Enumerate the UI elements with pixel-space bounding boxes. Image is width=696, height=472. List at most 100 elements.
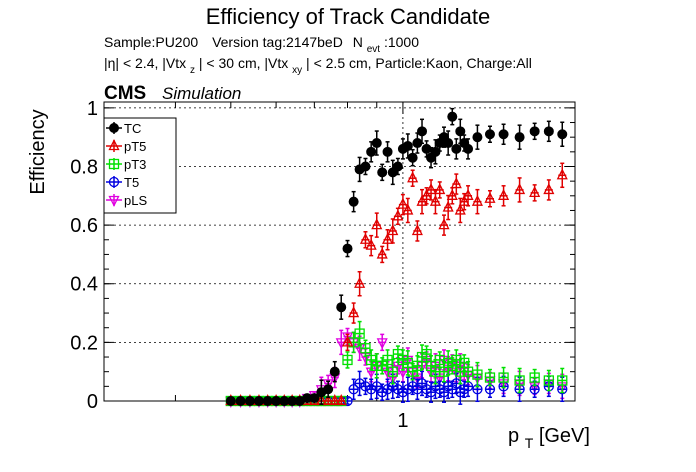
data-point-pt3	[557, 375, 568, 386]
data-point-pt5	[335, 394, 347, 406]
legend-marker-tc	[109, 123, 119, 133]
data-point-tc	[244, 396, 255, 406]
cms-label: CMS	[104, 83, 146, 104]
data-point-pt3	[377, 360, 388, 371]
data-point-tc	[472, 132, 483, 143]
version-text: Version tag:2147beD	[212, 34, 343, 50]
data-point-tc	[514, 132, 525, 143]
chart-title: Efficiency of Track Candidate	[206, 4, 491, 29]
data-series	[225, 107, 568, 408]
data-point-tc	[392, 161, 403, 172]
data-point-t5	[377, 387, 388, 398]
vtx-z-subscript: z	[190, 65, 195, 76]
data-point-tc	[382, 146, 393, 157]
data-point-pt3	[484, 372, 496, 383]
x-axis-title: p T [GeV]	[508, 425, 590, 453]
nevt-prefix: N	[353, 34, 363, 50]
data-point-pt3	[529, 372, 540, 383]
data-point-pt5	[434, 182, 446, 195]
data-point-pt5	[556, 168, 568, 180]
data-point-pt5	[371, 218, 383, 230]
data-point-pt5	[442, 200, 454, 212]
legend-label-t5: T5	[124, 175, 139, 190]
data-point-pt5	[450, 177, 462, 189]
data-point-tc	[557, 129, 568, 140]
data-point-pt5	[543, 182, 555, 195]
legend-label-pt5: pT5	[124, 139, 146, 154]
legend-marker-pls	[108, 195, 120, 207]
data-point-pls	[335, 338, 347, 350]
legend-label-pt3: pT3	[124, 157, 146, 172]
data-point-tc	[484, 129, 495, 140]
data-point-tc	[262, 396, 273, 406]
data-point-pt5	[402, 203, 414, 215]
data-point-pt5	[381, 232, 394, 244]
data-point-pt5	[529, 185, 541, 198]
data-point-pt5	[458, 194, 470, 206]
data-point-pt5	[397, 197, 409, 209]
data-point-pt5	[429, 194, 441, 206]
nevt-subscript: evt	[367, 44, 381, 55]
x-axis-title-subscript: T	[525, 435, 534, 451]
eta-cut: |η| < 2.4, |Vtx	[104, 55, 186, 71]
data-point-pt3	[354, 328, 365, 339]
data-point-pt5	[421, 188, 433, 200]
data-point-pt5	[322, 394, 334, 406]
vtx-xy-subscript: xy	[292, 65, 302, 76]
data-point-t5	[366, 384, 377, 395]
data-point-pt3	[543, 375, 554, 386]
y-tick-label: 1	[87, 98, 98, 120]
legend-label-tc: TC	[124, 121, 141, 136]
data-point-pt5	[341, 335, 354, 347]
data-point-pt5	[498, 188, 510, 200]
x-tick-label: 1	[397, 410, 408, 432]
data-point-pt5	[392, 209, 404, 221]
data-point-tc	[309, 393, 320, 404]
data-point-tc	[430, 146, 441, 157]
legend-label-pls: pLS	[124, 193, 147, 208]
data-point-pt5	[407, 171, 419, 183]
data-point-tc	[235, 396, 246, 406]
data-point-pt5	[354, 276, 366, 288]
data-point-pt3	[366, 354, 377, 366]
data-point-pt3	[421, 348, 432, 360]
data-point-tc	[417, 126, 428, 137]
sample-text: Sample:PU200	[104, 34, 198, 50]
data-point-tc	[377, 167, 388, 178]
data-point-tc	[225, 396, 236, 406]
data-point-tc	[336, 302, 347, 313]
data-point-tc	[421, 143, 432, 154]
y-axis-ticks: 0 0.2 0.4 0.6 0.8 1	[70, 98, 575, 413]
data-point-tc	[360, 161, 371, 172]
data-point-pt5	[438, 218, 450, 230]
x-axis-title-main: p	[508, 425, 519, 447]
data-point-tc	[366, 146, 377, 157]
vtx-z-cut: | < 30 cm, |Vtx	[199, 55, 288, 71]
data-point-pt3	[498, 372, 509, 383]
particle-charge: | < 2.5 cm, Particle:Kaon, Charge:All	[306, 55, 532, 71]
data-point-pls	[322, 379, 334, 391]
data-point-tc	[543, 126, 554, 137]
data-point-pt5	[462, 188, 474, 200]
x-axis-title-unit: [GeV]	[539, 425, 590, 447]
legend-box	[103, 117, 177, 214]
data-point-t5	[348, 384, 359, 395]
data-point-pt5	[329, 394, 341, 406]
data-point-tc	[323, 384, 334, 395]
data-point-tc	[498, 129, 509, 140]
series-tc	[225, 107, 568, 406]
data-point-tc	[455, 126, 466, 137]
data-point-tc	[253, 396, 264, 406]
y-tick-label: 0.6	[70, 215, 98, 237]
data-point-t5	[354, 378, 365, 389]
data-point-tc	[371, 138, 382, 149]
y-tick-label: 0	[87, 391, 98, 413]
data-point-t5	[371, 381, 382, 392]
legend-marker-pt3	[108, 158, 120, 170]
y-axis-title: Efficiency	[27, 109, 49, 194]
y-tick-label: 0.2	[70, 332, 98, 354]
data-point-pt5	[411, 224, 423, 236]
meta-line-2: |η| < 2.4, |Vtx z | < 30 cm, |Vtx xy | <…	[104, 55, 532, 76]
data-point-tc	[342, 243, 353, 254]
